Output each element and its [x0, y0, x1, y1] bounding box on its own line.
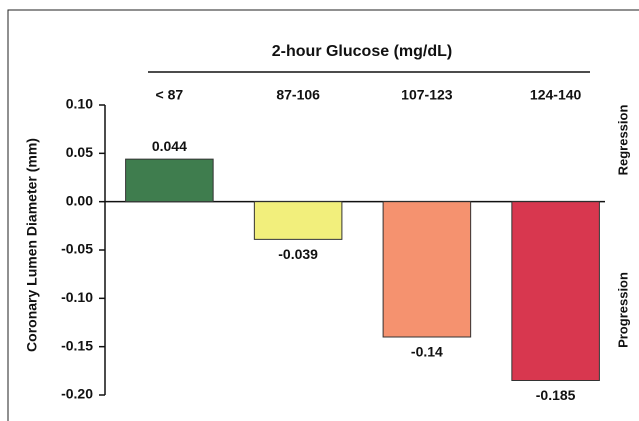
bar — [125, 158, 214, 203]
data-label: 0.044 — [152, 138, 187, 154]
x-tick-label: < 87 — [156, 87, 184, 103]
y-tick-label: 0.00 — [66, 192, 93, 208]
y-tick-label: -0.20 — [61, 386, 93, 402]
data-label: -0.039 — [278, 246, 318, 262]
x-tick-label: 107-123 — [401, 87, 453, 103]
chart-title: 2-hour Glucose (mg/dL) — [272, 43, 452, 60]
bar — [382, 201, 472, 338]
x-tick-label: 124-140 — [530, 87, 582, 103]
y-tick-label: 0.05 — [66, 144, 93, 160]
y-tick-label: -0.10 — [61, 289, 93, 305]
data-label: -0.14 — [411, 344, 443, 360]
annotation: Progression — [615, 272, 630, 348]
y-tick-label: -0.05 — [61, 241, 93, 257]
data-label: -0.185 — [536, 387, 576, 403]
x-tick-label: 87-106 — [276, 87, 320, 103]
y-tick-label: -0.15 — [61, 337, 93, 353]
frame — [7, 9, 639, 421]
annotation: Regression — [615, 105, 630, 176]
y-tick-label: 0.10 — [66, 96, 93, 112]
y-axis-label: Coronary Lumen Diameter (mm) — [24, 138, 40, 352]
bar — [511, 201, 600, 381]
bar — [253, 201, 343, 240]
